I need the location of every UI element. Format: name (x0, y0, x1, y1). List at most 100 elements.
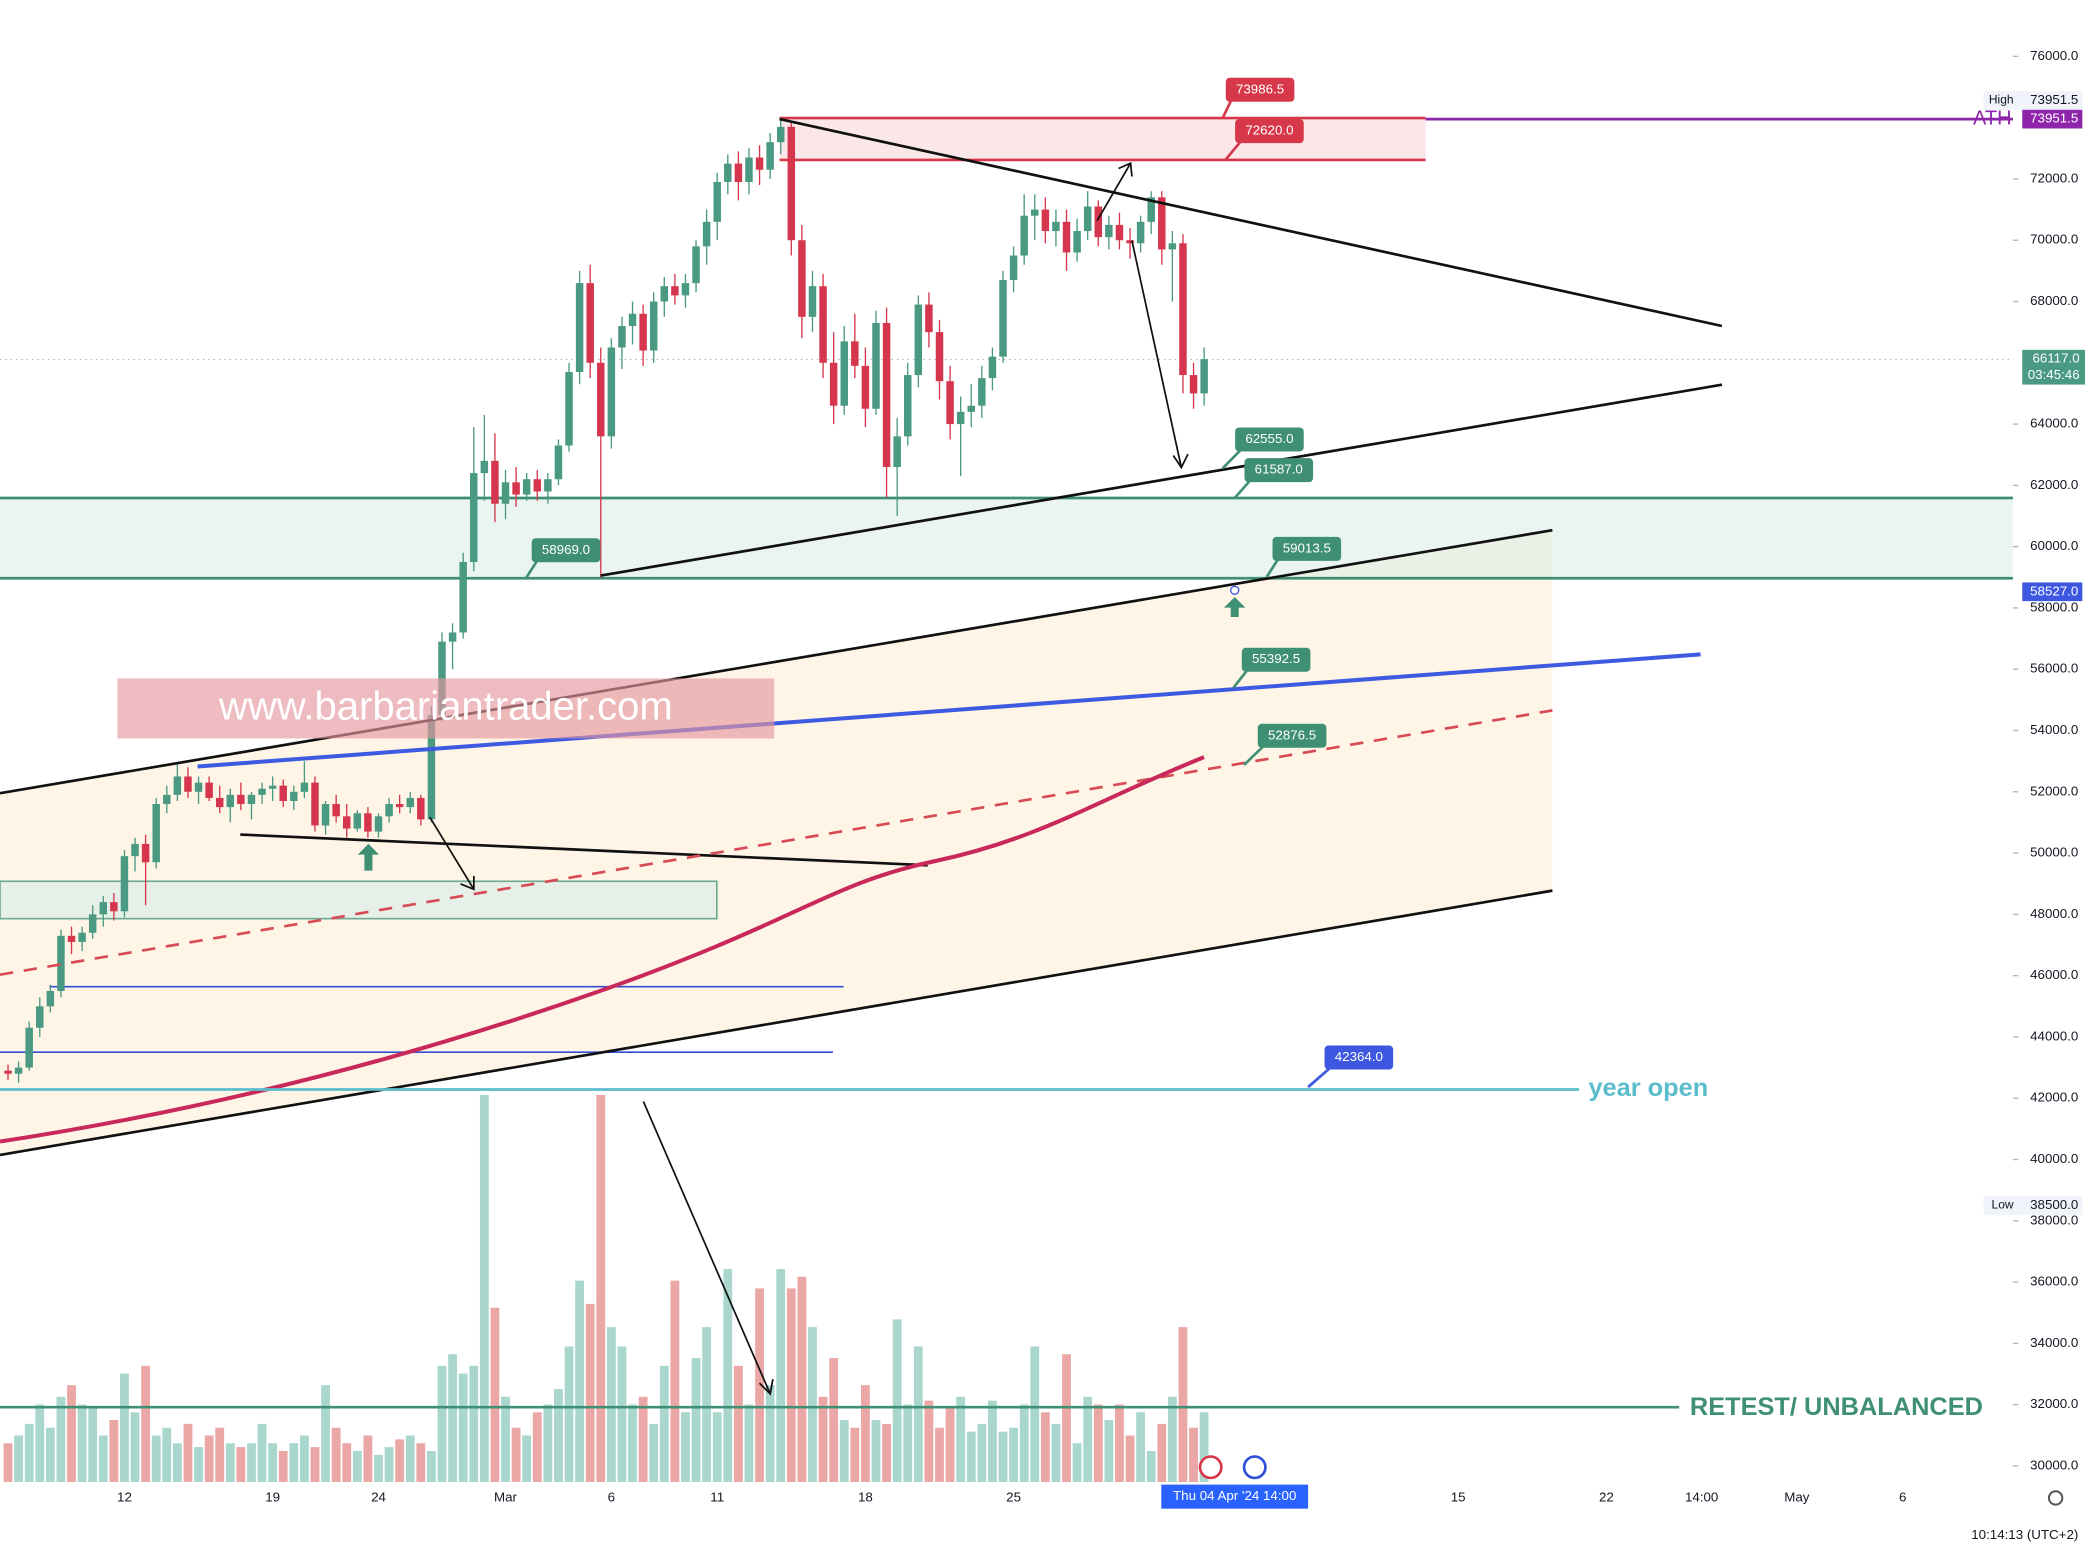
volume-bar (363, 1435, 373, 1482)
supply-zone (779, 118, 1426, 160)
price-axis: 76000.0 72000.0 70000.0 68000.0 64000.0 62000… (117, 48, 2078, 1505)
candle-body (522, 479, 531, 495)
volume-bar (109, 1420, 119, 1482)
candle-body (904, 375, 912, 437)
settings-icon[interactable] (2047, 1490, 2064, 1506)
y-tick-label: 70000.0 (2030, 232, 2078, 247)
candle-body (215, 797, 224, 808)
candle-body (1052, 221, 1060, 232)
callout-box (1272, 536, 1342, 561)
channel-line (0, 889, 1553, 1157)
candle-body (163, 794, 171, 805)
volume-bar (215, 1427, 225, 1482)
volume-bar (1146, 1450, 1156, 1482)
volume-bar (141, 1365, 151, 1482)
x-tick-label: 15 (1451, 1490, 1466, 1505)
candle-body (925, 304, 933, 333)
volume-bar (352, 1450, 362, 1482)
volume-bar (755, 1288, 764, 1482)
volume-bar (151, 1435, 161, 1482)
candle-body (353, 813, 362, 829)
candle-body (618, 326, 626, 348)
candle-body (99, 902, 108, 915)
candle-body (141, 843, 150, 863)
volume-bar (1062, 1354, 1071, 1482)
candle-body (385, 804, 393, 817)
volume-bar (956, 1396, 966, 1482)
candle-body (1168, 243, 1177, 250)
volume-bar (776, 1269, 786, 1482)
callout-pointer (1221, 99, 1233, 119)
candle-body (1189, 375, 1198, 394)
callout-pointer (1265, 558, 1279, 578)
volume-bar (374, 1454, 383, 1482)
candle-body (702, 221, 711, 247)
candle-body (1020, 215, 1028, 256)
candle-body (374, 816, 383, 832)
y-tick-label: 60000.0 (2030, 538, 2078, 553)
y-tick-label: 46000.0 (2030, 967, 2078, 982)
callout-box (1235, 119, 1304, 144)
callout-label: 55392.5 (1252, 651, 1300, 666)
high-name: High (1989, 93, 2014, 107)
volume-bar (120, 1373, 129, 1482)
volume-bar (437, 1365, 447, 1482)
volume-bar (1009, 1427, 1019, 1482)
volume-bar (458, 1373, 468, 1482)
candle-body (501, 482, 510, 504)
callout-box (1324, 1045, 1394, 1070)
volume-bar (1104, 1420, 1114, 1482)
candle-body (67, 935, 76, 942)
candle-body (565, 371, 573, 446)
volume-bar (268, 1443, 278, 1482)
candle-body (1073, 231, 1081, 253)
volume-bar (1093, 1404, 1103, 1482)
trend-line (240, 833, 928, 867)
volume-bar (405, 1435, 415, 1482)
callout-label: 59013.5 (1283, 540, 1331, 555)
volume-bar (966, 1431, 976, 1482)
volume-bar (1030, 1346, 1040, 1482)
candle-body (512, 482, 520, 495)
candle-body (194, 782, 203, 792)
retest-label: RETEST/ UNBALANCED (1690, 1393, 1983, 1421)
callout-label: 42364.0 (1335, 1049, 1383, 1064)
volume-bar (225, 1443, 235, 1482)
volume-bar (829, 1358, 839, 1482)
callout-pointer (1232, 669, 1249, 689)
y-tick-label: 72000.0 (2030, 170, 2078, 185)
candle-body (459, 561, 467, 633)
channel-line (0, 528, 1553, 795)
callout-pointer (1307, 1067, 1331, 1089)
candle-body (681, 283, 690, 296)
y-tick-label: 64000.0 (2030, 416, 2078, 431)
level-label: 58527.0 (2030, 583, 2078, 598)
channel-fill (0, 530, 1553, 1155)
volume-bar (628, 1404, 637, 1482)
candle-body (110, 902, 118, 912)
volume-bar (935, 1427, 944, 1482)
volume-bar (1083, 1396, 1093, 1482)
y-tick-label: 38000.0 (2030, 1212, 2078, 1227)
volume-bar (564, 1346, 574, 1482)
volume-bar (744, 1404, 754, 1482)
volume-bar (14, 1435, 23, 1482)
candle-body (1094, 206, 1103, 238)
candle-body (914, 304, 923, 376)
y-tick-label: 50000.0 (2030, 845, 2078, 860)
callout-box (1244, 458, 1314, 483)
volume-bar (299, 1435, 309, 1482)
volume-bar (913, 1346, 923, 1482)
volume-bar (882, 1423, 891, 1482)
candle-body (332, 804, 340, 817)
candle-body (226, 794, 235, 808)
candle-body (1179, 243, 1187, 376)
volume-bar (1167, 1396, 1177, 1482)
volume-bar (395, 1439, 405, 1482)
candle-body (46, 990, 55, 1007)
x-tick-label: Mar (494, 1490, 518, 1505)
callout-pointer (1221, 449, 1242, 470)
crosshair-label: Thu 04 Apr '24 14:00 (1173, 1488, 1296, 1503)
watermark: www.barbariantrader.com (218, 685, 673, 729)
